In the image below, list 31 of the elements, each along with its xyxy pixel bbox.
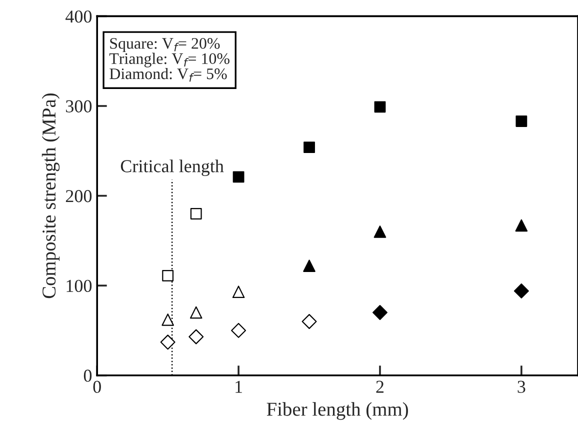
point bbox=[304, 142, 315, 154]
point bbox=[231, 322, 246, 338]
point bbox=[232, 286, 245, 298]
x-axis-title: Fiber length (mm) bbox=[266, 402, 408, 420]
point bbox=[516, 116, 528, 127]
y-tick-label: 0 bbox=[84, 370, 92, 382]
x-tick-label: 3 bbox=[518, 380, 526, 393]
point bbox=[188, 329, 204, 344]
point bbox=[160, 334, 176, 350]
x-tick-label: 1 bbox=[236, 380, 242, 393]
point bbox=[515, 219, 528, 232]
point bbox=[162, 270, 174, 282]
ref-line-label: Critical length bbox=[120, 160, 224, 176]
point bbox=[514, 283, 529, 298]
point bbox=[303, 260, 316, 272]
y-tick-label: 200 bbox=[66, 190, 92, 202]
point bbox=[372, 305, 388, 320]
point bbox=[302, 314, 317, 329]
point bbox=[162, 314, 174, 326]
point bbox=[190, 306, 202, 319]
text: Square: V$_{f}$= 20% Triangle: V$_{f}$= 10% Diamond: V$_{f}$= 5% bbox=[109, 38, 230, 82]
point bbox=[232, 171, 244, 183]
y-tick-label: 400 bbox=[66, 10, 92, 23]
y-axis-title: Composite strength (MPa) bbox=[42, 93, 60, 298]
x-tick-label: 0 bbox=[93, 380, 101, 393]
y-tick-label: 300 bbox=[66, 100, 92, 112]
point bbox=[190, 208, 202, 220]
point bbox=[374, 226, 386, 238]
x-tick-label: 2 bbox=[376, 380, 384, 393]
y-tick-label: 100 bbox=[66, 280, 92, 292]
point bbox=[374, 101, 386, 113]
